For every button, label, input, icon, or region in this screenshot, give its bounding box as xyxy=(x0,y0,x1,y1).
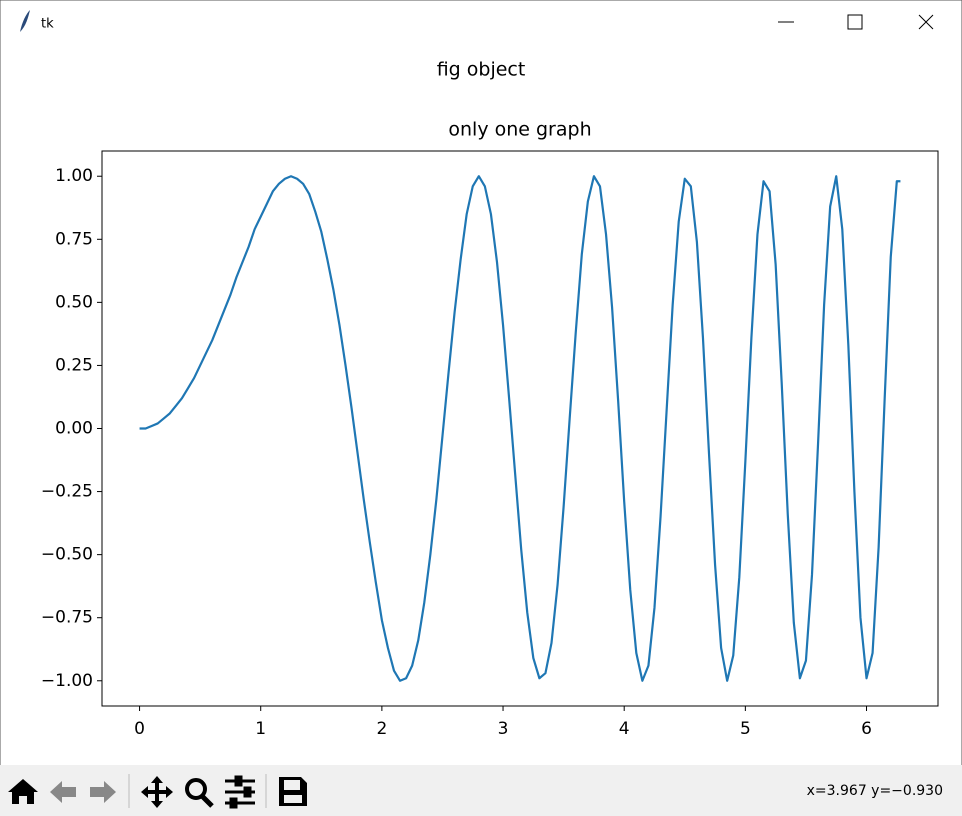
x-tick-label: 5 xyxy=(740,719,751,739)
line-series xyxy=(139,175,901,682)
y-tick-label: 0.25 xyxy=(55,355,93,375)
pan-button[interactable] xyxy=(141,776,173,808)
y-tick-label: 0.50 xyxy=(55,292,93,312)
zoom-button[interactable] xyxy=(185,778,207,800)
y-tick-label: −0.75 xyxy=(41,608,93,628)
maximize-button[interactable] xyxy=(847,14,863,30)
save-button[interactable] xyxy=(279,777,307,806)
y-tick-label: −1.00 xyxy=(41,671,93,691)
x-tick-label: 6 xyxy=(861,719,872,739)
y-tick-label: −0.25 xyxy=(41,482,93,502)
back-button[interactable] xyxy=(50,781,76,803)
x-tick-label: 3 xyxy=(498,719,509,739)
x-tick-label: 1 xyxy=(255,719,266,739)
app-icon xyxy=(20,10,30,32)
y-tick-label: −0.50 xyxy=(41,545,93,565)
window-title: tk xyxy=(41,17,54,32)
home-button[interactable] xyxy=(8,779,38,804)
axes-frame xyxy=(101,150,939,707)
figure-title: fig object xyxy=(437,59,526,81)
toolbar-icons xyxy=(8,774,307,809)
x-tick-label: 2 xyxy=(376,719,387,739)
y-tick-label: 0.75 xyxy=(55,229,93,249)
axes-title: only one graph xyxy=(448,119,591,141)
x-tick-label: 0 xyxy=(134,719,145,739)
forward-button[interactable] xyxy=(90,781,116,803)
x-tick-label: 4 xyxy=(619,719,630,739)
y-tick-label: 1.00 xyxy=(55,166,93,186)
y-tick-label: 0.00 xyxy=(55,419,93,439)
close-button[interactable] xyxy=(918,14,934,30)
status-text: x=3.967 y=−0.930 xyxy=(807,783,943,799)
zoom-handle xyxy=(200,794,214,808)
configure-button[interactable] xyxy=(225,775,255,809)
